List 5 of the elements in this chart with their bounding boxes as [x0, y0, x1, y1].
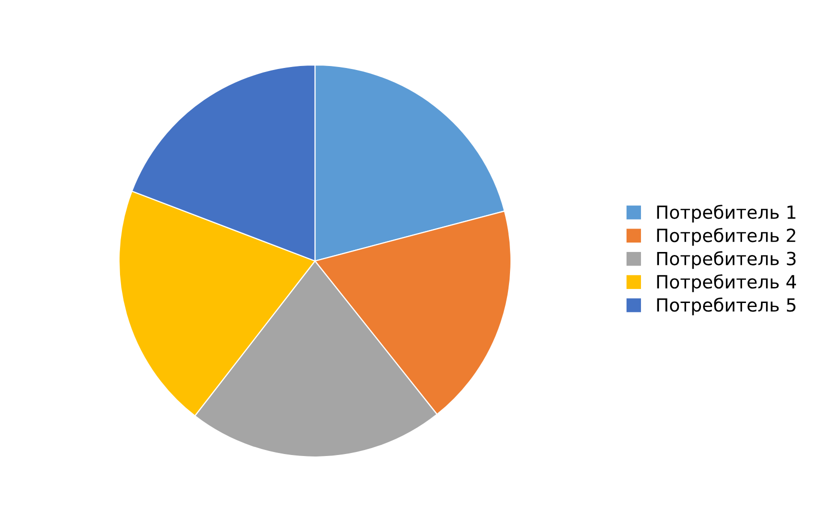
legend-label: Потребитель 1: [657, 204, 796, 222]
legend-label: Потребитель 3: [657, 251, 796, 269]
legend-label: Потребитель 2: [657, 228, 796, 246]
legend-label: Потребитель 5: [657, 298, 796, 316]
legend-label: Потребитель 4: [657, 274, 796, 292]
